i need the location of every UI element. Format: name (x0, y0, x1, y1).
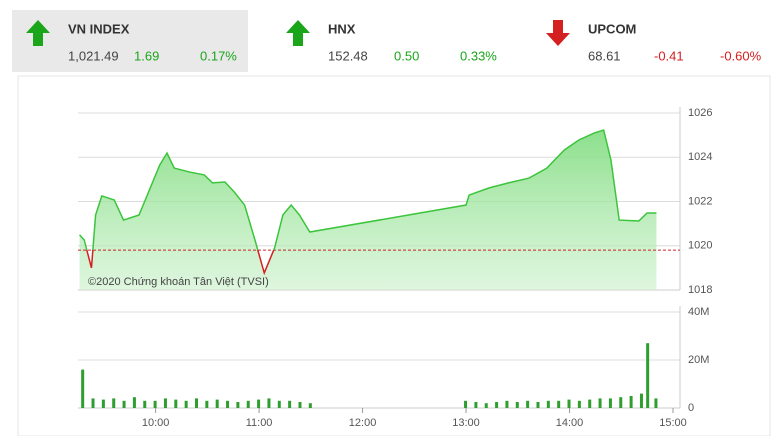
volume-bar (308, 403, 312, 408)
index-change: -0.41 (654, 48, 684, 63)
index-change: 1.69 (134, 48, 159, 63)
volume-bar (205, 400, 209, 408)
volume-bar (132, 397, 136, 408)
y-tick-label: 1020 (688, 240, 712, 252)
volume-bar (122, 400, 126, 408)
volume-bar (608, 398, 612, 408)
volume-bar (298, 402, 302, 408)
index-value: 152.48 (328, 48, 368, 63)
volume-bar (153, 400, 157, 408)
volume-bar (598, 398, 602, 408)
volume-bar (515, 402, 519, 408)
index-percent: -0.60% (720, 48, 762, 63)
volume-bar (215, 399, 219, 408)
volume-bar (257, 399, 261, 408)
y-tick-label: 20M (688, 354, 709, 366)
index-value: 1,021.49 (68, 48, 119, 63)
volume-bar (567, 399, 571, 408)
x-tick-label: 14:00 (556, 417, 584, 429)
volume-bar (143, 400, 147, 408)
volume-bar (474, 402, 478, 408)
volume-bar (646, 343, 650, 408)
arrow-up (26, 20, 50, 46)
volume-bar (629, 396, 633, 408)
y-tick-label: 1026 (688, 107, 712, 119)
price-line (78, 129, 657, 276)
volume-bar (526, 400, 530, 408)
volume-bar (588, 399, 592, 408)
x-tick-label: 13:00 (452, 417, 480, 429)
volume-bar (246, 400, 250, 408)
volume-bar (174, 399, 178, 408)
volume-bar (654, 398, 658, 408)
x-tick-label: 11:00 (246, 417, 273, 429)
volume-bar (536, 402, 540, 408)
tile-bg (12, 10, 248, 72)
volume-bar (81, 369, 85, 408)
volume-bar (557, 400, 561, 408)
x-tick-label: 12:00 (349, 417, 377, 429)
y-tick-label: 40M (688, 306, 709, 318)
index-tile[interactable]: HNX 152.48 0.50 0.33% (286, 20, 497, 63)
volume-bar (495, 402, 499, 408)
volume-bar (112, 398, 116, 408)
annotation: ©2020 Chứng khoán Tân Việt (TVSI) (88, 276, 269, 288)
y-tick-label: 0 (688, 402, 694, 414)
volume-bar (101, 399, 105, 408)
y-tick-label: 1024 (688, 151, 712, 163)
volume-bar (288, 400, 292, 408)
volume-bar (91, 398, 95, 408)
index-value: 68.61 (588, 48, 621, 63)
volume-bar (577, 400, 581, 408)
volume-bar (163, 398, 167, 408)
volume-bar (226, 400, 230, 408)
volume-bar (619, 397, 623, 408)
volume-bar (236, 402, 240, 408)
y-tick-label: 1022 (688, 195, 712, 207)
panel (17, 75, 771, 436)
index-percent: 0.17% (200, 48, 237, 63)
volume-bar (484, 403, 488, 408)
volume-bar (464, 400, 468, 408)
index-name: UPCOM (588, 21, 636, 36)
x-tick-label: 15:00 (659, 417, 687, 429)
index-name: VN INDEX (68, 21, 130, 36)
index-name: HNX (328, 21, 356, 36)
x-tick-label: 10:00 (142, 417, 170, 429)
volume-bar (505, 400, 509, 408)
volume-bar (184, 400, 188, 408)
index-tile[interactable]: VN INDEX 1,021.49 1.69 0.17% (12, 10, 248, 72)
index-change: 0.50 (394, 48, 419, 63)
volume-bar (195, 398, 198, 408)
volume-bar (546, 400, 550, 408)
index-tile[interactable]: UPCOM 68.61 -0.41 -0.60% (546, 20, 762, 63)
y-tick-label: 1018 (688, 284, 712, 296)
volume-bar (277, 400, 281, 408)
volume-bar (639, 393, 643, 408)
arrow-down (546, 20, 570, 46)
index-percent: 0.33% (460, 48, 497, 63)
arrow-up (286, 20, 310, 46)
volume-bar (267, 398, 271, 408)
